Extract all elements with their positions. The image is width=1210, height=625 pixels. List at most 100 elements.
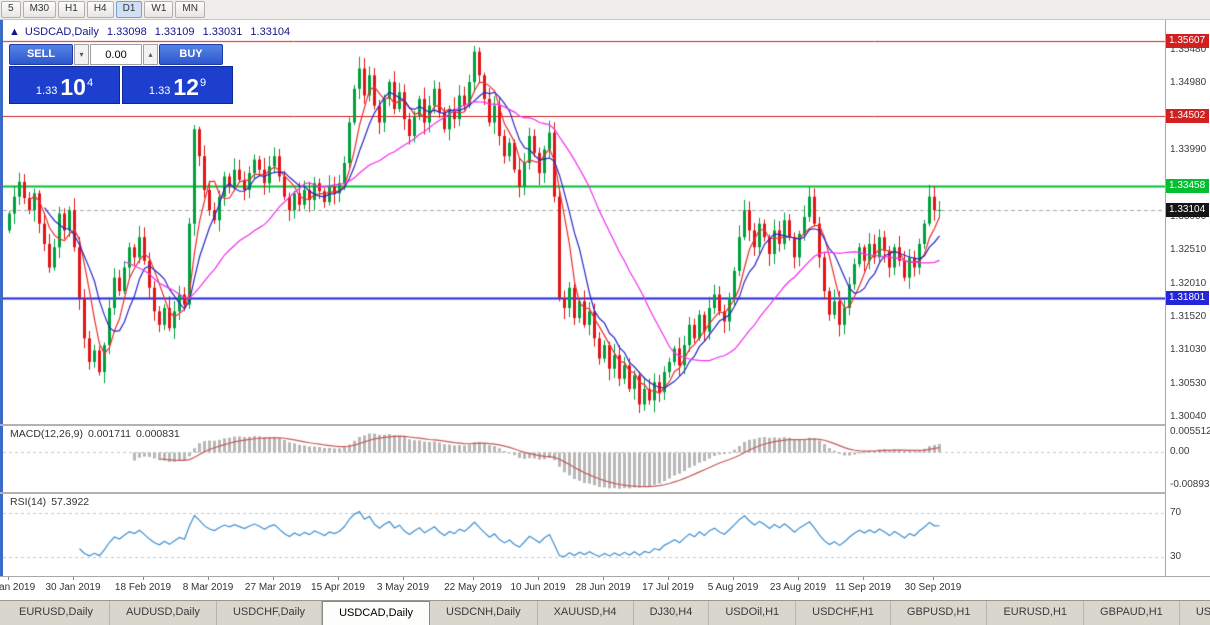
trade-prices-row: 1.33 10 4 1.33 12 9 <box>9 66 233 104</box>
price-axis[interactable]: 1.354801.349801.344801.339901.334901.330… <box>1165 20 1210 576</box>
sell-button[interactable]: SELL <box>9 44 73 65</box>
price-axis-label: 1.33990 <box>1170 144 1207 156</box>
time-axis-tick <box>208 577 209 580</box>
sell-price-pip-digit: 4 <box>86 77 94 89</box>
time-axis-tick <box>403 577 404 580</box>
sell-price-big-digits: 10 <box>60 74 86 100</box>
time-axis-label: 17 Jul 2019 <box>642 582 694 593</box>
chart-tab-XAUUSD-H4[interactable]: XAUUSD,H4 <box>538 601 634 625</box>
time-axis-tick <box>273 577 274 580</box>
time-axis-label: 5 Aug 2019 <box>707 582 759 593</box>
chart-tab-USDJP[interactable]: USDJP <box>1180 601 1210 625</box>
macd-axis-max: 0.005512 <box>1170 426 1210 437</box>
sell-price-prefix: 1.33 <box>35 85 58 97</box>
time-axis-tick <box>863 577 864 580</box>
macd-indicator-canvas[interactable] <box>3 426 1165 492</box>
time-axis-tick <box>603 577 604 580</box>
buy-price-prefix: 1.33 <box>148 85 171 97</box>
time-axis-tick <box>73 577 74 580</box>
price-axis-label: 1.32010 <box>1170 277 1207 289</box>
ohlc-close: 1.33104 <box>250 26 291 38</box>
timeframe-button-H4[interactable]: H4 <box>86 1 114 18</box>
price-level-tag: 1.33458 <box>1166 179 1209 194</box>
timeframe-button-H1[interactable]: H1 <box>58 1 85 18</box>
volume-increase-button[interactable]: ▴ <box>143 44 158 65</box>
sell-price-display[interactable]: 1.33 10 4 <box>9 66 120 104</box>
time-axis-label: 27 Mar 2019 <box>244 582 302 593</box>
rsi-axis-upper: 70 <box>1170 507 1182 519</box>
trade-controls-row: SELL ▾ ▴ BUY <box>9 44 233 65</box>
chart-tab-AUDUSD-Daily[interactable]: AUDUSD,Daily <box>110 601 217 625</box>
time-axis-label: 22 May 2019 <box>444 582 502 593</box>
macd-axis-min: -0.008938 <box>1170 479 1210 490</box>
ohlc-high: 1.33109 <box>154 26 195 38</box>
timeframe-button-M30[interactable]: M30 <box>22 1 57 18</box>
time-axis-label: 15 Apr 2019 <box>311 582 365 593</box>
time-axis-tick <box>8 577 9 580</box>
ohlc-low: 1.33031 <box>202 26 243 38</box>
chart-tab-USDCAD-Daily[interactable]: USDCAD,Daily <box>322 601 431 625</box>
time-axis-label: 11 Jan 2019 <box>0 582 36 593</box>
price-axis-label: 1.31030 <box>1170 343 1207 355</box>
price-level-tag: 1.34502 <box>1166 108 1209 123</box>
time-axis-label: 30 Sep 2019 <box>904 582 962 593</box>
chart-tab-USDCHF-Daily[interactable]: USDCHF,Daily <box>217 601 323 625</box>
timeframe-toolbar: 5 M30 H1 H4 D1 W1 MN <box>0 0 1210 20</box>
price-level-tag: 1.31801 <box>1166 290 1209 305</box>
timeframe-button-5[interactable]: 5 <box>1 1 21 18</box>
time-axis-tick <box>338 577 339 580</box>
time-axis-tick <box>798 577 799 580</box>
chart-tab-USDOil-H1[interactable]: USDOil,H1 <box>709 601 797 625</box>
volume-decrease-button[interactable]: ▾ <box>74 44 89 65</box>
chart-tab-EURUSD-Daily[interactable]: EURUSD,Daily <box>3 601 110 625</box>
chart-tab-USDCNH-Daily[interactable]: USDCNH,Daily <box>430 601 538 625</box>
chart-collapse-icon[interactable]: ▲ <box>9 26 20 38</box>
price-axis-label: 1.31520 <box>1170 310 1207 322</box>
rsi-label: RSI(14) 57.3922 <box>10 496 94 508</box>
buy-button[interactable]: BUY <box>159 44 223 65</box>
time-axis-label: 3 May 2019 <box>376 582 430 593</box>
rsi-name: RSI(14) <box>10 496 47 508</box>
window-edge <box>0 20 3 600</box>
macd-label: MACD(12,26,9) 0.001711 0.000831 <box>10 428 185 440</box>
time-axis-tick <box>143 577 144 580</box>
time-axis-label: 30 Jan 2019 <box>45 582 101 593</box>
current-price-tag: 1.33104 <box>1166 202 1209 217</box>
ohlc-info: ▲ USDCAD,Daily 1.33098 1.33109 1.33031 1.… <box>9 26 295 38</box>
chart-window: ▲ USDCAD,Daily 1.33098 1.33109 1.33031 1.… <box>0 20 1210 600</box>
volume-input[interactable] <box>90 44 142 65</box>
time-axis-label: 18 Feb 2019 <box>114 582 172 593</box>
ohlc-open: 1.33098 <box>106 26 147 38</box>
buy-price-display[interactable]: 1.33 12 9 <box>122 66 233 104</box>
time-axis[interactable]: 11 Jan 2019 30 Jan 2019 18 Feb 2019 8 Mar 2… <box>0 576 1210 600</box>
time-axis-tick <box>668 577 669 580</box>
price-axis-label: 1.34980 <box>1170 77 1207 89</box>
chart-tab-GBPUSD-H1[interactable]: GBPUSD,H1 <box>891 601 988 625</box>
timeframe-button-W1[interactable]: W1 <box>144 1 174 18</box>
time-axis-label: 11 Sep 2019 <box>835 582 891 593</box>
one-click-trading-panel: SELL ▾ ▴ BUY 1.33 10 4 1.33 12 9 <box>9 44 233 104</box>
chart-tab-GBPAUD-H1[interactable]: GBPAUD,H1 <box>1084 601 1180 625</box>
pane-separator-rsi[interactable] <box>0 492 1210 494</box>
chart-tab-USDCHF-H1[interactable]: USDCHF,H1 <box>796 601 891 625</box>
timeframe-button-MN[interactable]: MN <box>175 1 205 18</box>
chart-tab-DJ30-H4[interactable]: DJ30,H4 <box>634 601 710 625</box>
chart-tab-bar: EURUSD,Daily AUDUSD,Daily USDCHF,Daily USDC… <box>0 600 1210 625</box>
pane-separator-macd[interactable] <box>0 424 1210 426</box>
buy-price-pip-digit: 9 <box>199 77 207 89</box>
chart-tab-EURUSD-H1[interactable]: EURUSD,H1 <box>987 601 1085 625</box>
timeframe-button-D1[interactable]: D1 <box>115 1 143 18</box>
time-axis-label: 23 Aug 2019 <box>769 582 827 593</box>
chart-symbol-label: USDCAD,Daily <box>24 26 99 38</box>
macd-axis-zero: 0.00 <box>1170 446 1190 458</box>
price-axis-label: 1.30040 <box>1170 410 1207 422</box>
price-axis-label: 1.32510 <box>1170 243 1207 255</box>
time-axis-tick <box>933 577 934 580</box>
rsi-axis-lower: 30 <box>1170 550 1182 562</box>
macd-value-signal: 0.000831 <box>135 428 180 440</box>
macd-value-main: 0.001711 <box>87 428 131 440</box>
rsi-indicator-canvas[interactable] <box>3 494 1165 576</box>
time-axis-label: 10 Jun 2019 <box>510 582 566 593</box>
time-axis-label: 8 Mar 2019 <box>182 582 234 593</box>
